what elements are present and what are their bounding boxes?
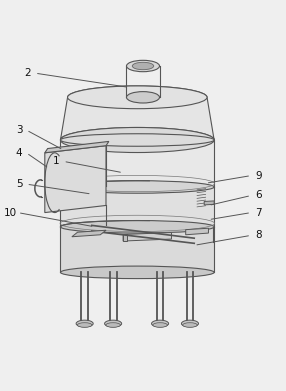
Text: 8: 8 (255, 230, 262, 240)
Ellipse shape (106, 323, 120, 327)
Ellipse shape (105, 320, 122, 327)
Text: 7: 7 (255, 208, 262, 217)
Text: 9: 9 (255, 170, 262, 181)
Ellipse shape (76, 320, 93, 327)
Polygon shape (186, 228, 208, 235)
Ellipse shape (60, 127, 214, 152)
Ellipse shape (126, 60, 160, 72)
Polygon shape (204, 201, 214, 205)
Ellipse shape (126, 91, 160, 103)
Ellipse shape (183, 323, 197, 327)
Polygon shape (60, 227, 214, 273)
Text: 3: 3 (16, 125, 23, 135)
Polygon shape (60, 187, 214, 227)
Ellipse shape (152, 320, 169, 327)
Polygon shape (72, 230, 106, 237)
Text: 1: 1 (53, 156, 59, 166)
Polygon shape (60, 86, 214, 140)
Ellipse shape (132, 62, 154, 70)
Text: 6: 6 (255, 190, 262, 201)
Polygon shape (123, 233, 172, 241)
Ellipse shape (181, 320, 198, 327)
Polygon shape (60, 140, 214, 187)
Ellipse shape (67, 86, 207, 109)
Text: 5: 5 (16, 179, 23, 189)
Text: 10: 10 (4, 208, 17, 217)
Text: 2: 2 (24, 68, 31, 78)
Polygon shape (45, 146, 106, 213)
Ellipse shape (78, 323, 92, 327)
Text: 4: 4 (16, 148, 23, 158)
Ellipse shape (60, 134, 214, 146)
Ellipse shape (60, 266, 214, 279)
Ellipse shape (60, 221, 214, 233)
Polygon shape (123, 235, 127, 241)
Polygon shape (45, 142, 109, 153)
Ellipse shape (60, 181, 214, 193)
Ellipse shape (153, 323, 167, 327)
